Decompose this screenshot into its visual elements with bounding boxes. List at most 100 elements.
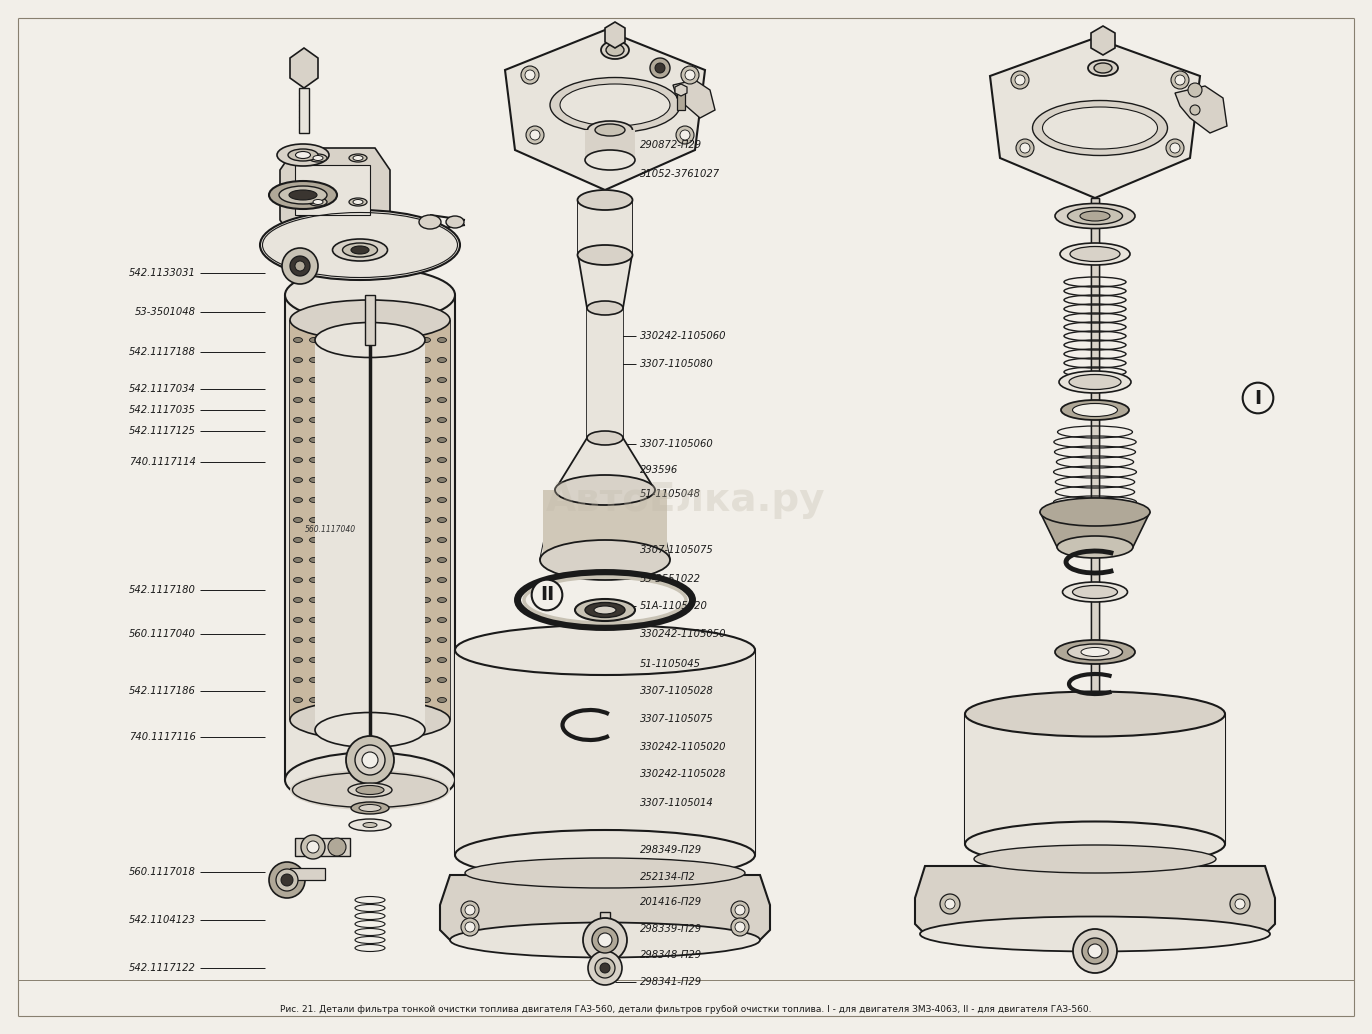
Ellipse shape xyxy=(965,692,1225,736)
Ellipse shape xyxy=(373,538,383,543)
Text: 330242-1105028: 330242-1105028 xyxy=(639,769,727,780)
Ellipse shape xyxy=(601,41,628,59)
Text: 3307-1105075: 3307-1105075 xyxy=(639,545,713,555)
Ellipse shape xyxy=(325,358,335,363)
Circle shape xyxy=(945,899,955,909)
Circle shape xyxy=(676,126,694,144)
Ellipse shape xyxy=(269,181,338,209)
Ellipse shape xyxy=(309,197,327,206)
Ellipse shape xyxy=(325,497,335,503)
Ellipse shape xyxy=(390,557,398,562)
Ellipse shape xyxy=(594,606,616,614)
Circle shape xyxy=(735,922,745,932)
Ellipse shape xyxy=(421,617,431,622)
Ellipse shape xyxy=(294,578,302,582)
Ellipse shape xyxy=(294,418,302,423)
Text: Рис. 21. Детали фильтра тонкой очистки топлива двигателя ГАЗ-560, детали фильтро: Рис. 21. Детали фильтра тонкой очистки т… xyxy=(280,1005,1092,1014)
Text: 542.1117188: 542.1117188 xyxy=(129,346,196,357)
Ellipse shape xyxy=(351,246,369,254)
Circle shape xyxy=(681,130,690,140)
Ellipse shape xyxy=(343,243,377,257)
Ellipse shape xyxy=(358,638,366,642)
Text: АвтоЕлка.ру: АвтоЕлка.ру xyxy=(546,481,826,519)
Ellipse shape xyxy=(373,358,383,363)
Ellipse shape xyxy=(421,677,431,682)
Ellipse shape xyxy=(390,578,398,582)
Ellipse shape xyxy=(313,155,322,160)
Ellipse shape xyxy=(373,698,383,702)
Text: 201416-П29: 201416-П29 xyxy=(639,896,702,907)
Polygon shape xyxy=(316,340,425,730)
Ellipse shape xyxy=(325,418,335,423)
Ellipse shape xyxy=(390,677,398,682)
Circle shape xyxy=(465,905,475,915)
Polygon shape xyxy=(289,48,318,88)
Ellipse shape xyxy=(310,557,318,562)
Text: 542.1117034: 542.1117034 xyxy=(129,384,196,394)
Ellipse shape xyxy=(325,457,335,462)
Ellipse shape xyxy=(373,337,383,342)
Ellipse shape xyxy=(438,358,446,363)
Ellipse shape xyxy=(285,753,456,808)
Ellipse shape xyxy=(316,323,425,358)
Ellipse shape xyxy=(358,677,366,682)
Ellipse shape xyxy=(406,418,414,423)
Bar xyxy=(600,912,611,950)
Ellipse shape xyxy=(310,377,318,383)
Bar xyxy=(365,295,375,345)
Ellipse shape xyxy=(294,358,302,363)
Circle shape xyxy=(1170,71,1190,89)
Ellipse shape xyxy=(342,617,350,622)
Polygon shape xyxy=(965,714,1225,844)
Ellipse shape xyxy=(342,358,350,363)
Circle shape xyxy=(589,951,622,985)
Ellipse shape xyxy=(342,538,350,543)
Ellipse shape xyxy=(587,431,623,445)
Ellipse shape xyxy=(373,418,383,423)
Ellipse shape xyxy=(406,397,414,402)
Ellipse shape xyxy=(358,377,366,383)
Ellipse shape xyxy=(465,858,745,888)
Ellipse shape xyxy=(406,478,414,483)
Ellipse shape xyxy=(438,497,446,503)
Ellipse shape xyxy=(421,598,431,603)
Circle shape xyxy=(595,957,615,978)
Ellipse shape xyxy=(421,497,431,503)
Ellipse shape xyxy=(373,578,383,582)
Ellipse shape xyxy=(342,337,350,342)
Bar xyxy=(676,88,685,110)
Ellipse shape xyxy=(310,418,318,423)
Ellipse shape xyxy=(342,698,350,702)
Ellipse shape xyxy=(277,144,329,166)
Ellipse shape xyxy=(348,154,366,162)
Polygon shape xyxy=(505,30,705,190)
Ellipse shape xyxy=(294,658,302,663)
Ellipse shape xyxy=(421,377,431,383)
Ellipse shape xyxy=(325,658,335,663)
Ellipse shape xyxy=(358,658,366,663)
Ellipse shape xyxy=(342,377,350,383)
Ellipse shape xyxy=(406,677,414,682)
Text: 542.1117122: 542.1117122 xyxy=(129,963,196,973)
Ellipse shape xyxy=(342,598,350,603)
Ellipse shape xyxy=(353,155,364,160)
Ellipse shape xyxy=(578,245,632,265)
Ellipse shape xyxy=(450,922,760,957)
Ellipse shape xyxy=(406,437,414,443)
Polygon shape xyxy=(295,165,370,215)
Circle shape xyxy=(1017,139,1034,157)
Circle shape xyxy=(346,736,394,784)
Ellipse shape xyxy=(390,497,398,503)
Text: 53-3501048: 53-3501048 xyxy=(134,307,196,317)
Circle shape xyxy=(530,130,541,140)
Ellipse shape xyxy=(1040,498,1150,526)
Ellipse shape xyxy=(294,397,302,402)
Ellipse shape xyxy=(358,478,366,483)
Ellipse shape xyxy=(358,598,366,603)
Circle shape xyxy=(650,58,670,78)
Circle shape xyxy=(1188,83,1202,97)
Ellipse shape xyxy=(342,437,350,443)
Ellipse shape xyxy=(575,599,635,621)
Ellipse shape xyxy=(390,358,398,363)
Ellipse shape xyxy=(390,617,398,622)
